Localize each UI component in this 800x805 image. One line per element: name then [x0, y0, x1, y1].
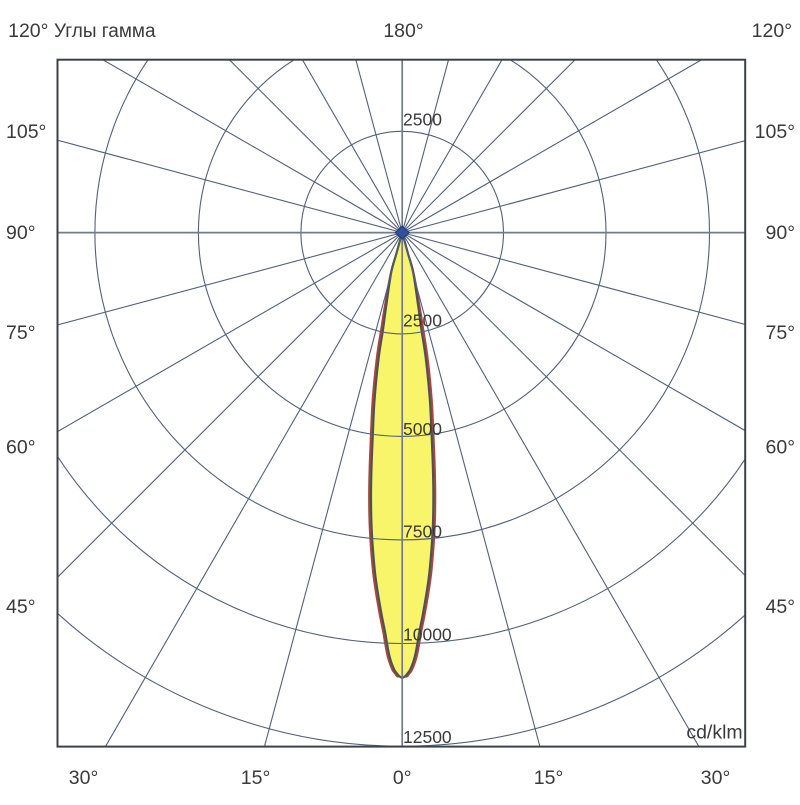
- svg-text:180°: 180°: [383, 20, 423, 42]
- svg-text:12500: 12500: [403, 727, 452, 747]
- svg-text:60°: 60°: [6, 437, 36, 459]
- svg-text:5000: 5000: [403, 419, 442, 439]
- svg-text:105°: 105°: [6, 121, 46, 143]
- svg-text:90°: 90°: [6, 222, 36, 244]
- svg-text:75°: 75°: [6, 322, 36, 344]
- svg-text:10000: 10000: [403, 625, 452, 645]
- svg-text:90°: 90°: [766, 222, 796, 244]
- svg-text:30°: 30°: [69, 767, 99, 789]
- svg-text:45°: 45°: [766, 596, 796, 618]
- svg-text:7500: 7500: [403, 522, 442, 542]
- svg-text:75°: 75°: [766, 322, 796, 344]
- svg-text:120°: 120°: [752, 20, 792, 42]
- svg-text:Углы гамма: Углы гамма: [54, 21, 156, 42]
- svg-text:30°: 30°: [701, 767, 731, 789]
- svg-text:60°: 60°: [766, 437, 796, 459]
- svg-text:45°: 45°: [6, 596, 36, 618]
- svg-text:120°: 120°: [8, 20, 48, 42]
- svg-text:15°: 15°: [534, 767, 564, 789]
- svg-text:0°: 0°: [393, 767, 412, 789]
- svg-text:2500: 2500: [403, 311, 442, 331]
- svg-text:105°: 105°: [755, 121, 795, 143]
- svg-text:2500: 2500: [403, 110, 442, 130]
- svg-text:cd/klm: cd/klm: [686, 722, 742, 744]
- svg-text:15°: 15°: [241, 767, 271, 789]
